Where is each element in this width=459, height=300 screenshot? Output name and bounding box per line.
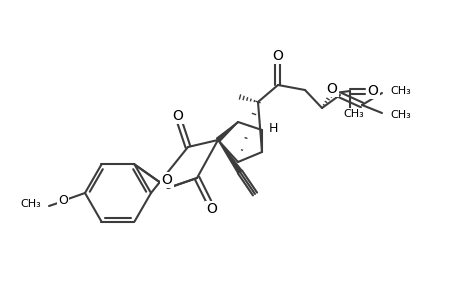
Text: O: O: [172, 109, 183, 123]
Text: H: H: [268, 122, 277, 134]
Text: O: O: [272, 49, 283, 63]
Text: O: O: [206, 202, 217, 216]
Text: O: O: [161, 173, 172, 187]
Text: CH₃: CH₃: [389, 86, 410, 96]
Text: O: O: [367, 84, 378, 98]
Polygon shape: [218, 140, 241, 173]
Polygon shape: [216, 122, 237, 142]
Text: O: O: [326, 82, 337, 96]
Text: CH₃: CH₃: [20, 199, 41, 209]
Text: CH₃: CH₃: [389, 110, 410, 120]
Text: CH₃: CH₃: [343, 109, 364, 119]
Text: O: O: [58, 194, 68, 208]
